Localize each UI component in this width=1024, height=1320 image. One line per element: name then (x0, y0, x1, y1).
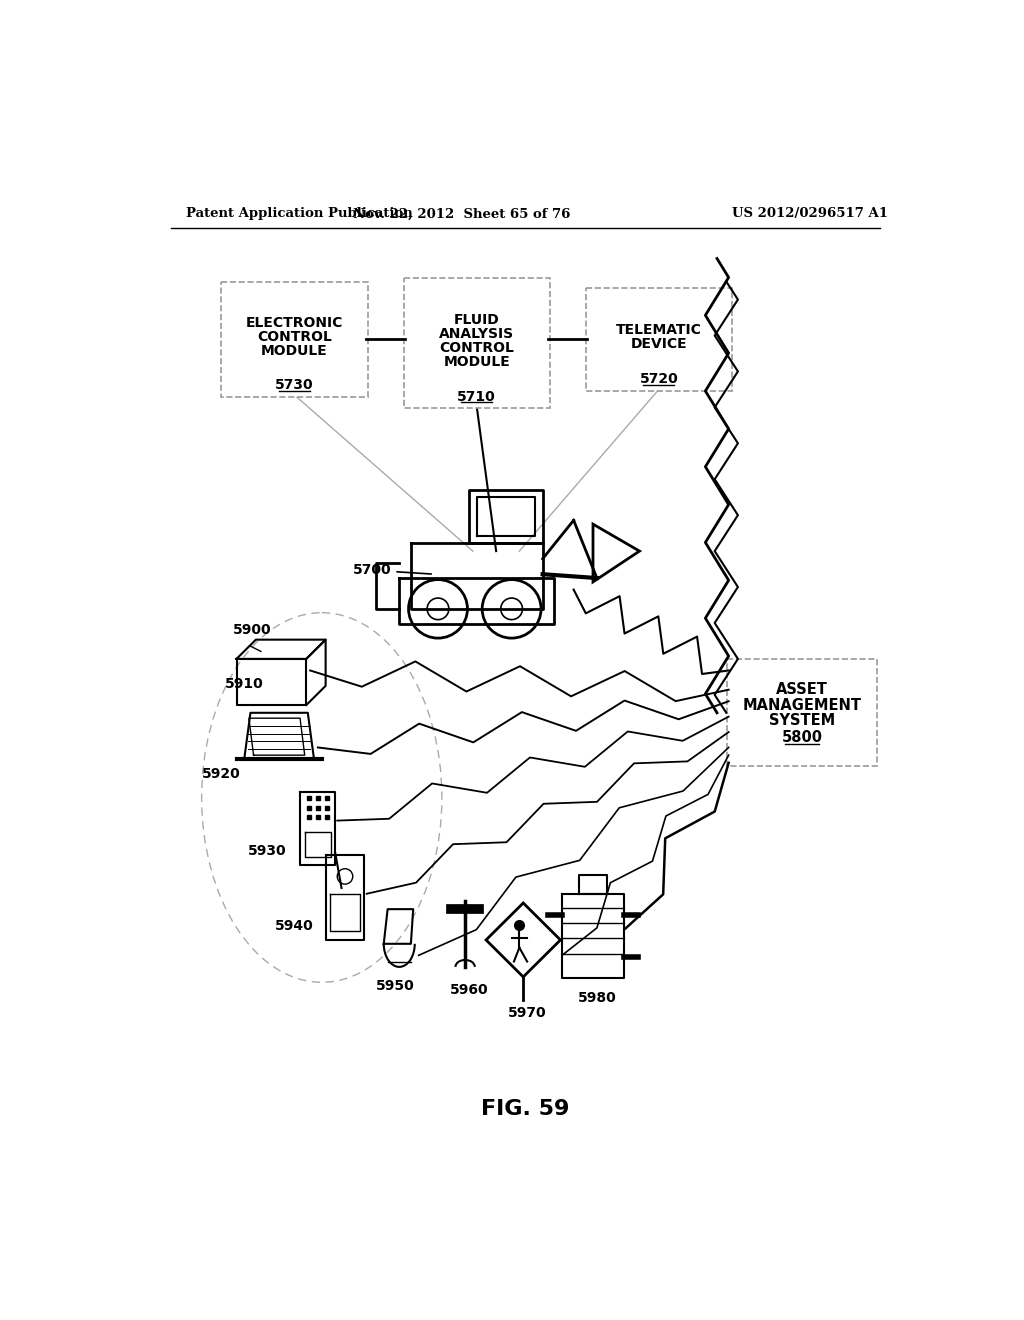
Text: MODULE: MODULE (261, 345, 328, 358)
Text: 5960: 5960 (450, 983, 488, 997)
Text: 5920: 5920 (202, 767, 241, 781)
Text: 5800: 5800 (781, 730, 822, 744)
Text: US 2012/0296517 A1: US 2012/0296517 A1 (732, 207, 889, 220)
FancyBboxPatch shape (403, 279, 550, 408)
Text: 5940: 5940 (275, 919, 314, 933)
Text: Patent Application Publication: Patent Application Publication (186, 207, 413, 220)
FancyBboxPatch shape (586, 288, 732, 391)
Text: 5980: 5980 (578, 990, 616, 1005)
Text: 5900: 5900 (232, 623, 271, 638)
Text: ANALYSIS: ANALYSIS (439, 327, 514, 341)
Text: SYSTEM: SYSTEM (769, 713, 836, 729)
Text: 5910: 5910 (225, 677, 263, 692)
Text: ELECTRONIC: ELECTRONIC (246, 317, 343, 330)
Text: DEVICE: DEVICE (631, 337, 687, 351)
Text: 5720: 5720 (640, 372, 678, 387)
Text: CONTROL: CONTROL (257, 330, 332, 345)
Text: 5700: 5700 (352, 564, 431, 577)
Text: 5950: 5950 (376, 979, 415, 993)
Text: 5930: 5930 (248, 845, 287, 858)
Text: MANAGEMENT: MANAGEMENT (742, 697, 862, 713)
Text: MODULE: MODULE (443, 355, 510, 368)
Text: FIG. 59: FIG. 59 (480, 1100, 569, 1119)
Text: 5970: 5970 (508, 1006, 547, 1020)
FancyBboxPatch shape (727, 659, 878, 767)
Text: 5710: 5710 (458, 389, 496, 404)
Text: Nov. 22, 2012  Sheet 65 of 76: Nov. 22, 2012 Sheet 65 of 76 (352, 207, 570, 220)
Text: FLUID: FLUID (454, 313, 500, 327)
Text: CONTROL: CONTROL (439, 341, 514, 355)
Text: TELEMATIC: TELEMATIC (616, 323, 701, 337)
Text: 5730: 5730 (275, 379, 314, 392)
Text: ASSET: ASSET (776, 682, 828, 697)
FancyBboxPatch shape (221, 282, 368, 397)
